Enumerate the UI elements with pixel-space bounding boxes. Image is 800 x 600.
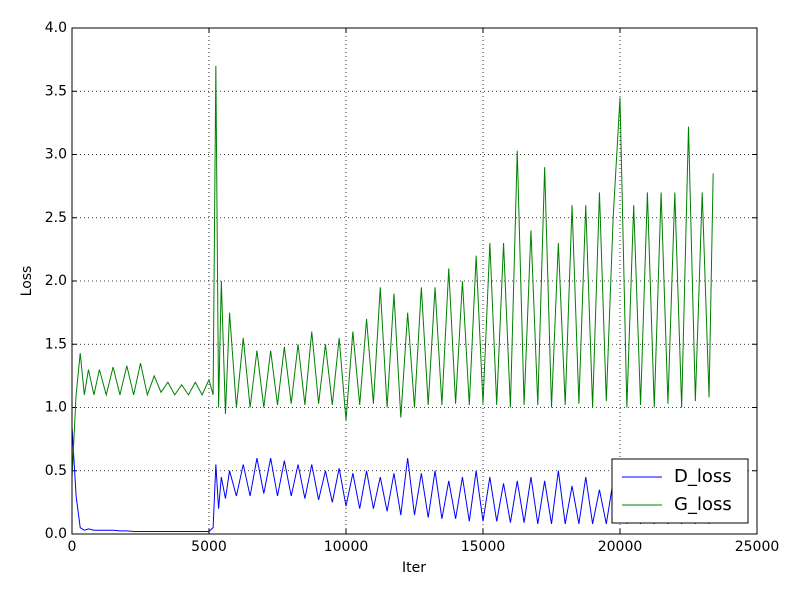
plot-frame: [71, 27, 758, 535]
y-axis-label: Loss: [19, 266, 35, 297]
y-tick-label: 3.5: [45, 83, 67, 99]
y-tick-label: 2.5: [45, 210, 67, 226]
series-line: [71, 65, 714, 478]
legend-label: D_loss: [674, 466, 732, 487]
legend-label: G_loss: [674, 494, 732, 515]
x-tick-label: 15000: [461, 539, 506, 555]
y-tick-label: 0.0: [45, 526, 67, 542]
y-tick-label: 4.0: [45, 20, 67, 36]
x-tick-label: 25000: [735, 539, 780, 555]
y-tick-label: 1.5: [45, 336, 67, 352]
x-axis-label: Iter: [402, 560, 426, 576]
legend-box: [611, 458, 749, 524]
series-line: [71, 426, 714, 532]
y-tick-label: 1.0: [45, 400, 67, 416]
y-tick-label: 0.5: [45, 463, 67, 479]
x-tick-label: 10000: [324, 539, 369, 555]
y-tick-label: 3.0: [45, 147, 67, 163]
x-tick-label: 0: [68, 539, 77, 555]
y-tick-label: 2.0: [45, 273, 67, 289]
x-tick-label: 20000: [598, 539, 643, 555]
x-tick-label: 5000: [191, 539, 227, 555]
